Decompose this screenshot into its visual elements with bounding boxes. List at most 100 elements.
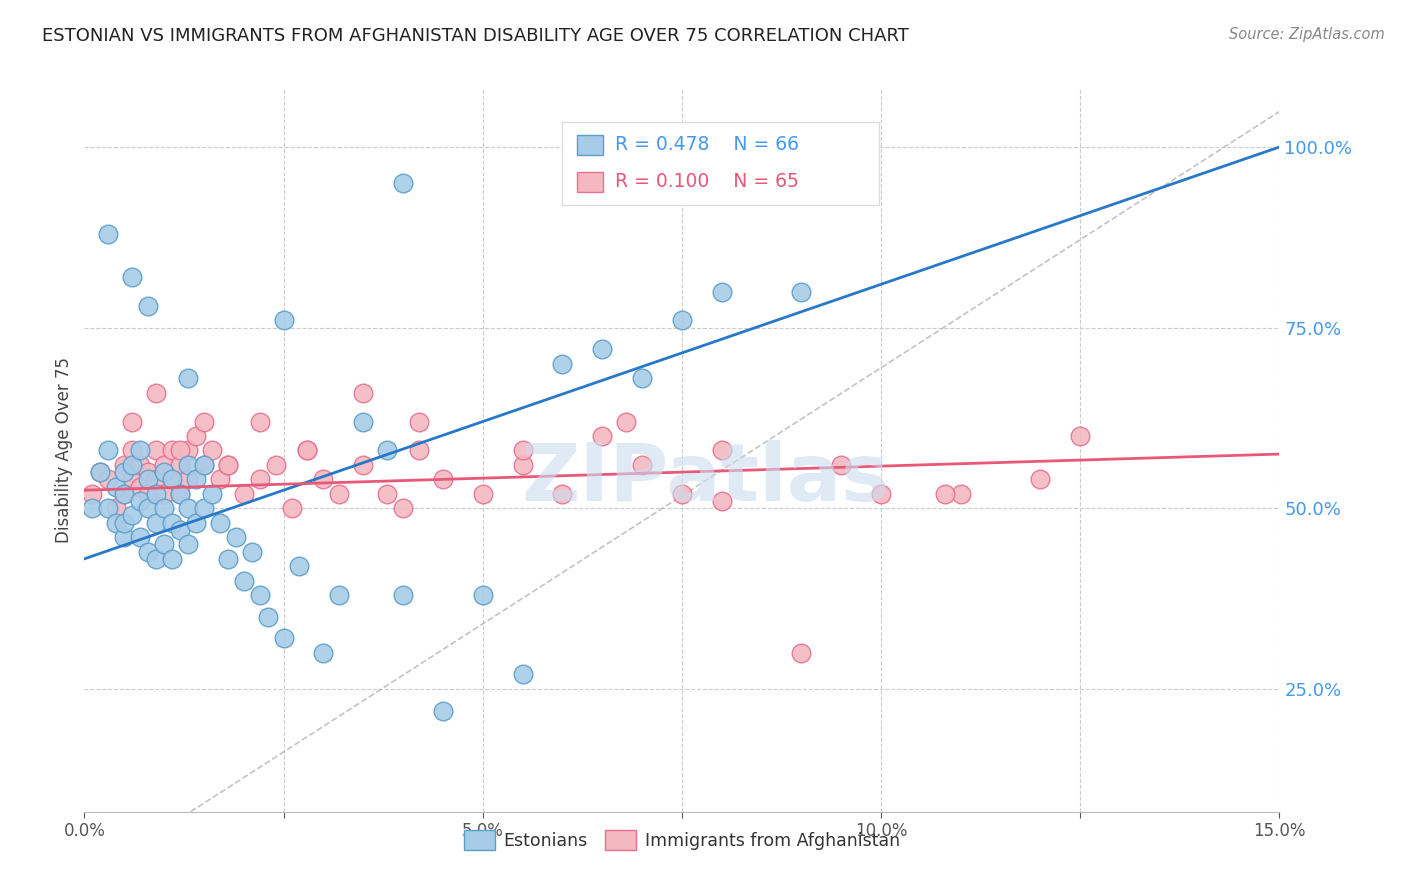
Point bbox=[208, 472, 231, 486]
Point bbox=[614, 415, 637, 429]
Point bbox=[312, 472, 335, 486]
Point bbox=[408, 443, 430, 458]
Point bbox=[97, 472, 120, 486]
Point bbox=[153, 465, 176, 479]
Point bbox=[105, 516, 128, 530]
Point bbox=[471, 588, 494, 602]
Point bbox=[671, 487, 693, 501]
Point bbox=[129, 494, 152, 508]
Point bbox=[105, 480, 128, 494]
Point bbox=[408, 415, 430, 429]
Point bbox=[177, 472, 200, 486]
Point bbox=[193, 458, 215, 472]
Point bbox=[512, 443, 534, 458]
Point bbox=[97, 501, 120, 516]
Point bbox=[201, 487, 224, 501]
Point bbox=[97, 443, 120, 458]
Point bbox=[551, 487, 574, 501]
Point bbox=[121, 443, 143, 458]
Point bbox=[169, 523, 191, 537]
Point bbox=[160, 472, 183, 486]
Point bbox=[177, 458, 200, 472]
Point bbox=[129, 480, 152, 494]
Point bbox=[375, 487, 398, 501]
Point bbox=[830, 458, 852, 472]
Point bbox=[312, 646, 335, 660]
Point bbox=[160, 516, 183, 530]
Point bbox=[177, 501, 200, 516]
Point bbox=[352, 458, 374, 472]
Point bbox=[177, 371, 200, 385]
Point bbox=[288, 559, 311, 574]
Point bbox=[153, 458, 176, 472]
Point bbox=[790, 285, 813, 299]
Text: R = 0.100    N = 65: R = 0.100 N = 65 bbox=[614, 172, 799, 191]
Point bbox=[82, 487, 104, 501]
Point bbox=[136, 465, 159, 479]
Point bbox=[249, 472, 271, 486]
Point bbox=[112, 530, 135, 544]
Point bbox=[105, 501, 128, 516]
Point bbox=[512, 458, 534, 472]
Point bbox=[136, 501, 159, 516]
Point bbox=[1029, 472, 1052, 486]
Point bbox=[121, 270, 143, 285]
Point bbox=[145, 385, 167, 400]
Point bbox=[392, 588, 415, 602]
Point bbox=[89, 465, 111, 479]
Text: ZIPatlas: ZIPatlas bbox=[522, 441, 890, 518]
Point bbox=[352, 415, 374, 429]
Point bbox=[264, 458, 287, 472]
Point bbox=[240, 544, 263, 558]
Point bbox=[949, 487, 972, 501]
Point bbox=[169, 487, 191, 501]
Point bbox=[328, 588, 350, 602]
Point bbox=[249, 415, 271, 429]
Point bbox=[153, 537, 176, 551]
Point bbox=[934, 487, 956, 501]
Point bbox=[273, 632, 295, 646]
Point bbox=[160, 472, 183, 486]
Point bbox=[249, 588, 271, 602]
Point bbox=[297, 443, 319, 458]
Point bbox=[136, 299, 159, 313]
Point bbox=[1069, 429, 1091, 443]
Point bbox=[870, 487, 893, 501]
Point bbox=[145, 487, 167, 501]
Point bbox=[193, 501, 215, 516]
Point bbox=[256, 609, 278, 624]
Text: Source: ZipAtlas.com: Source: ZipAtlas.com bbox=[1229, 27, 1385, 42]
Point bbox=[184, 429, 207, 443]
Point bbox=[112, 458, 135, 472]
Point bbox=[160, 551, 183, 566]
Point bbox=[145, 443, 167, 458]
Point bbox=[121, 472, 143, 486]
Point bbox=[551, 357, 574, 371]
Point bbox=[89, 465, 111, 479]
Point bbox=[790, 646, 813, 660]
Point bbox=[129, 458, 152, 472]
Point bbox=[153, 501, 176, 516]
Point bbox=[129, 530, 152, 544]
Point bbox=[145, 551, 167, 566]
Point bbox=[232, 487, 254, 501]
Point bbox=[129, 443, 152, 458]
Point bbox=[280, 501, 302, 516]
Point bbox=[184, 472, 207, 486]
Text: R = 0.478    N = 66: R = 0.478 N = 66 bbox=[614, 136, 799, 154]
Point bbox=[136, 487, 159, 501]
Point bbox=[710, 285, 733, 299]
Bar bbox=[576, 171, 603, 192]
Point bbox=[297, 443, 319, 458]
Point bbox=[375, 443, 398, 458]
Point bbox=[671, 313, 693, 327]
Point bbox=[112, 487, 135, 501]
Point bbox=[432, 472, 454, 486]
Point bbox=[273, 313, 295, 327]
Point bbox=[432, 704, 454, 718]
Point bbox=[392, 501, 415, 516]
Point bbox=[112, 516, 135, 530]
Point bbox=[169, 458, 191, 472]
Point bbox=[145, 472, 167, 486]
Y-axis label: Disability Age Over 75: Disability Age Over 75 bbox=[55, 358, 73, 543]
